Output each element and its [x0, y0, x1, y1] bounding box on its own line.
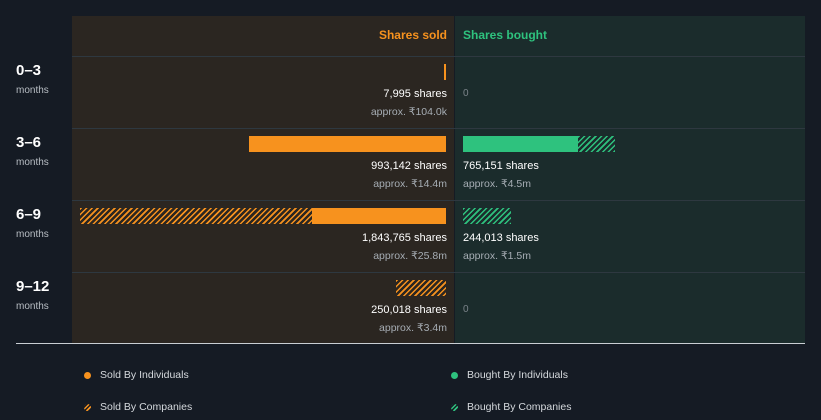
sold-individuals-bar — [248, 136, 446, 152]
period-range: 9–12 — [16, 278, 50, 295]
green-dot-icon — [451, 371, 458, 379]
period-unit: months — [16, 85, 49, 96]
orange-dot-icon — [84, 371, 91, 379]
legend-label: Sold By Individuals — [100, 369, 189, 381]
legend-label: Bought By Companies — [467, 401, 572, 413]
period-unit: months — [16, 301, 49, 312]
orange-hatch-icon — [84, 403, 91, 411]
row-divider — [72, 272, 805, 273]
period-range: 6–9 — [16, 206, 42, 223]
period-range: 3–6 — [16, 134, 42, 151]
sold-companies-bar — [396, 280, 446, 296]
legend-bought-companies: Bought By Companies — [451, 401, 571, 413]
sold-shares-value: 7,995 shares — [383, 88, 447, 100]
legend-sold-individuals: Sold By Individuals — [84, 369, 189, 381]
period-label: 9–12 months — [16, 278, 49, 312]
sold-approx-value: approx. ₹25.8m — [373, 250, 447, 262]
bought-approx-value: approx. ₹1.5m — [463, 250, 531, 262]
sold-shares-value: 1,843,765 shares — [361, 232, 447, 244]
row-divider — [72, 56, 805, 57]
period-unit: months — [16, 157, 49, 168]
shares-sold-header: Shares sold — [378, 28, 447, 42]
bought-shares-value: 244,013 shares — [463, 232, 539, 244]
bought-companies-bar — [463, 208, 512, 224]
period-unit: months — [16, 229, 49, 240]
period-label: 0–3 months — [16, 62, 49, 96]
bought-shares-value: 765,151 shares — [463, 160, 539, 172]
sold-approx-value: approx. ₹14.4m — [373, 178, 447, 190]
green-hatch-icon — [451, 403, 458, 411]
bought-individuals-bar — [463, 136, 579, 152]
row-divider — [72, 128, 805, 129]
row-divider — [72, 200, 805, 201]
bought-companies-bar — [578, 136, 615, 152]
sold-shares-value: 250,018 shares — [371, 304, 447, 316]
shares-bought-header: Shares bought — [463, 28, 548, 42]
bought-zero-value: 0 — [463, 88, 469, 99]
legend-sold-companies: Sold By Companies — [84, 401, 192, 413]
period-range: 0–3 — [16, 62, 42, 79]
chart-baseline — [16, 343, 805, 344]
sold-approx-value: approx. ₹3.4m — [379, 322, 447, 334]
sold-shares-value: 993,142 shares — [371, 160, 447, 172]
period-label: 3–6 months — [16, 134, 49, 168]
legend-bought-individuals: Bought By Individuals — [451, 369, 568, 381]
sold-approx-value: approx. ₹104.0k — [370, 106, 447, 118]
legend-label: Bought By Individuals — [467, 369, 568, 381]
sold-companies-bar — [80, 208, 313, 224]
sold-individuals-bar — [312, 208, 446, 224]
shares-bought-panel — [455, 16, 805, 343]
shares-sold-panel — [72, 16, 454, 343]
period-label: 6–9 months — [16, 206, 49, 240]
sold-individuals-bar — [444, 64, 446, 80]
bought-zero-value: 0 — [463, 304, 469, 315]
legend-label: Sold By Companies — [100, 401, 193, 413]
bought-approx-value: approx. ₹4.5m — [463, 178, 531, 190]
